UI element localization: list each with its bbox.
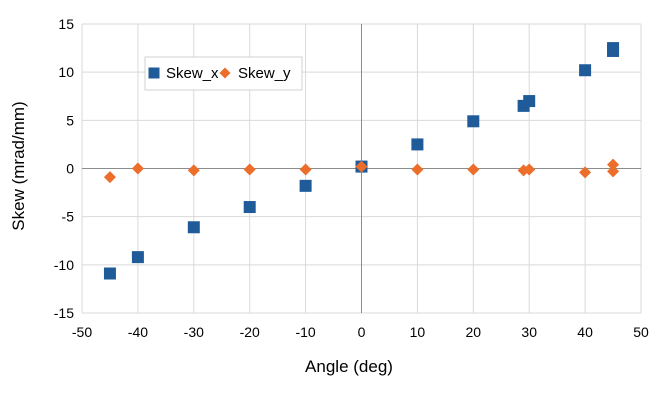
x-tick-label: 40	[577, 324, 593, 340]
data-point	[607, 165, 620, 178]
data-point	[607, 42, 620, 55]
x-tick-label: 30	[521, 324, 537, 340]
data-point	[243, 201, 256, 214]
data-point	[607, 158, 620, 171]
y-tick-label: 10	[58, 64, 74, 80]
data-point	[131, 162, 144, 175]
x-tick-label: -30	[184, 324, 204, 340]
x-tick-label: -10	[295, 324, 315, 340]
data-point	[467, 163, 480, 176]
series-skew-y	[103, 158, 620, 184]
data-point	[411, 163, 424, 176]
data-point	[523, 95, 536, 108]
series-skew-x	[103, 42, 620, 280]
data-point	[187, 164, 200, 177]
x-tick-label: 20	[466, 324, 482, 340]
x-tick-label: 10	[410, 324, 426, 340]
data-point	[243, 163, 256, 176]
y-tick-label: -5	[62, 209, 75, 225]
x-tick-label: 50	[633, 324, 649, 340]
data-point	[467, 115, 480, 128]
legend-label: Skew_x	[166, 65, 219, 82]
y-tick-label: 15	[58, 16, 74, 32]
y-tick-label: -15	[54, 305, 74, 321]
y-tick-label: 0	[66, 161, 74, 177]
data-point	[299, 179, 312, 192]
legend-marker	[219, 67, 231, 79]
y-tick-label: 5	[66, 112, 74, 128]
x-axis-title: Angle (deg)	[305, 357, 393, 376]
data-point	[131, 251, 144, 264]
x-tick-label: -20	[240, 324, 260, 340]
data-point	[355, 160, 368, 173]
legend-label: Skew_y	[238, 65, 291, 82]
x-tick-label: -50	[72, 324, 92, 340]
y-axis-title: Skew (mrad/mm)	[9, 101, 28, 230]
data-point	[411, 138, 424, 151]
x-tick-label: 0	[358, 324, 366, 340]
legend: Skew_x Skew_y	[144, 56, 303, 91]
data-series	[103, 42, 620, 280]
data-point	[523, 163, 536, 176]
y-tick-label: -10	[54, 257, 74, 273]
data-point	[103, 171, 116, 184]
data-point	[579, 166, 592, 179]
data-point	[299, 163, 312, 176]
x-tick-label: -40	[128, 324, 148, 340]
data-point	[187, 221, 200, 234]
data-point	[579, 64, 592, 77]
legend-marker	[148, 67, 160, 79]
data-point	[103, 267, 116, 280]
